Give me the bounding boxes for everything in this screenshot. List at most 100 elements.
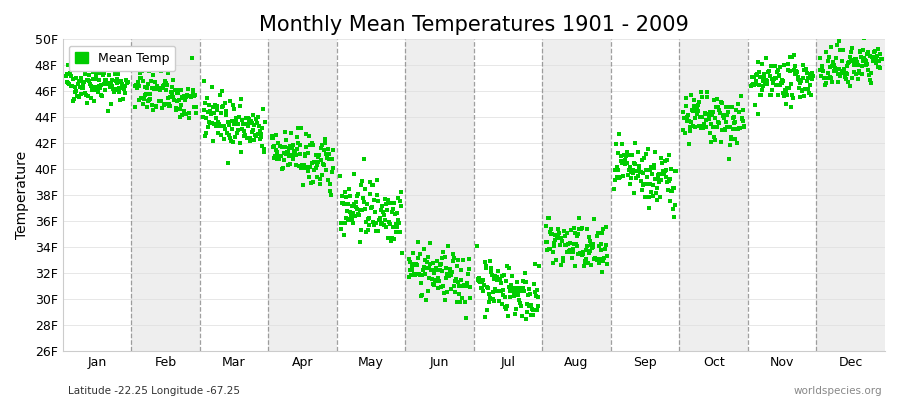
Point	[854, 54, 868, 60]
Point	[364, 205, 378, 212]
Point	[430, 275, 445, 281]
Point	[620, 160, 634, 166]
Point	[663, 188, 678, 194]
Point	[129, 82, 143, 88]
Point	[377, 222, 392, 228]
Point	[787, 66, 801, 73]
Point	[216, 136, 230, 142]
Point	[427, 282, 441, 288]
Point	[356, 199, 371, 205]
Point	[292, 142, 307, 148]
Point	[279, 137, 293, 143]
Point	[172, 96, 186, 103]
Point	[405, 266, 419, 273]
Point	[874, 56, 888, 62]
Point	[76, 82, 90, 88]
Point	[707, 133, 722, 140]
Point	[500, 313, 515, 320]
Point	[421, 264, 436, 271]
Point	[274, 152, 289, 159]
Point	[110, 76, 124, 82]
Point	[529, 293, 544, 299]
Point	[863, 53, 878, 59]
Point	[148, 79, 162, 85]
Point	[322, 151, 337, 157]
Point	[220, 130, 234, 136]
Point	[199, 130, 213, 136]
Point	[850, 75, 865, 82]
Point	[838, 74, 852, 80]
Point	[617, 156, 632, 163]
Point	[785, 54, 799, 60]
Point	[409, 271, 423, 277]
Point	[354, 226, 368, 233]
Point	[275, 166, 290, 172]
Point	[351, 190, 365, 197]
Point	[382, 200, 396, 207]
Point	[283, 160, 297, 167]
Point	[614, 152, 628, 159]
Point	[64, 72, 78, 79]
Point	[649, 190, 663, 196]
Point	[463, 284, 477, 290]
Point	[550, 232, 564, 238]
Point	[565, 246, 580, 252]
Point	[691, 102, 706, 108]
Point	[371, 198, 385, 204]
Point	[252, 122, 266, 129]
Point	[637, 194, 652, 200]
Point	[392, 198, 407, 204]
Point	[309, 152, 323, 158]
Point	[209, 115, 223, 121]
Point	[832, 73, 847, 79]
Point	[70, 63, 85, 70]
Point	[482, 298, 496, 305]
Point	[518, 279, 533, 285]
Point	[201, 109, 215, 115]
Point	[754, 87, 769, 94]
Point	[221, 160, 236, 167]
Point	[818, 49, 832, 56]
Point	[636, 182, 651, 188]
Point	[59, 79, 74, 86]
Point	[67, 96, 81, 102]
Point	[198, 132, 212, 139]
Point	[237, 133, 251, 139]
Point	[426, 260, 440, 266]
Point	[574, 226, 589, 232]
Point	[212, 123, 227, 130]
Point	[182, 115, 196, 121]
Point	[60, 62, 75, 68]
Point	[731, 100, 745, 107]
Point	[684, 92, 698, 98]
Point	[734, 124, 748, 131]
Legend: Mean Temp: Mean Temp	[68, 46, 176, 71]
Point	[238, 133, 253, 140]
Point	[457, 298, 472, 305]
Point	[321, 156, 336, 162]
Point	[68, 75, 83, 82]
Point	[580, 243, 594, 250]
Point	[771, 92, 786, 98]
Bar	[748, 39, 816, 351]
Point	[839, 70, 853, 76]
Point	[357, 156, 372, 162]
Point	[313, 181, 328, 188]
Point	[545, 259, 560, 266]
Point	[685, 122, 699, 129]
Point	[728, 136, 742, 143]
Point	[593, 241, 608, 247]
Point	[335, 200, 349, 206]
Point	[87, 76, 102, 82]
Point	[778, 87, 792, 93]
Point	[379, 200, 393, 207]
Point	[149, 82, 164, 89]
Point	[129, 82, 143, 89]
Point	[441, 273, 455, 279]
Point	[337, 232, 351, 238]
Point	[358, 219, 373, 225]
Point	[83, 80, 97, 87]
Point	[205, 104, 220, 110]
Point	[640, 181, 654, 187]
Point	[440, 289, 454, 295]
